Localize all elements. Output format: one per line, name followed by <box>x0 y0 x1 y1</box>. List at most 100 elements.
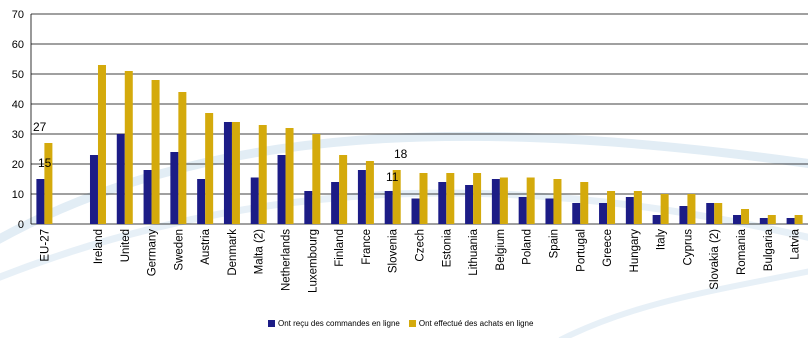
bar-purchases-14 <box>419 173 428 224</box>
x-category-label: Denmark <box>227 229 239 276</box>
bar-orders-12 <box>357 170 366 224</box>
y-tick-label: 70 <box>12 9 24 21</box>
x-category-label: Portugal <box>575 229 587 272</box>
bar-purchases-22 <box>633 191 642 224</box>
bar-orders-0 <box>36 179 45 224</box>
x-category-label: Bulgaria <box>763 228 775 271</box>
x-category-label: Austria <box>200 228 212 264</box>
bar-orders-18 <box>518 197 527 224</box>
chart-legend: Ont reçu des commandes en ligne Ont effe… <box>268 319 542 328</box>
x-category-label: Finland <box>334 229 346 267</box>
legend-label-orders: Ont reçu des commandes en ligne <box>278 319 400 328</box>
x-category-label: Greece <box>602 229 614 267</box>
annotation-eu27-orders: 15 <box>38 156 52 170</box>
x-category-label: Sweden <box>173 229 185 271</box>
y-axis-ticks: 0 10 20 30 40 50 60 70 <box>12 9 24 231</box>
bar-purchases-8 <box>258 125 267 224</box>
bar-orders-3 <box>116 134 125 224</box>
bar-orders-4 <box>143 170 152 224</box>
bar-purchases-18 <box>526 177 535 224</box>
y-tick-label: 30 <box>12 129 24 141</box>
bar-orders-13 <box>384 191 393 224</box>
x-category-label: Belgium <box>495 229 507 271</box>
x-category-label: Estonia <box>441 228 453 267</box>
x-category-label: Poland <box>522 229 534 265</box>
x-category-label: Spain <box>548 229 560 258</box>
bar-orders-26 <box>733 215 742 224</box>
x-category-label: Luxembourg <box>307 229 319 293</box>
bar-orders-6 <box>197 179 206 224</box>
x-axis-labels: EU-27 Ireland United Germany Sweden Austria De… <box>39 228 801 293</box>
bar-purchases-19 <box>553 179 562 224</box>
bar-orders-23 <box>652 215 661 224</box>
bar-purchases-17 <box>499 177 508 224</box>
bar-purchases-16 <box>473 173 482 224</box>
bar-orders-27 <box>759 218 768 224</box>
y-tick-label: 60 <box>12 39 24 51</box>
bar-purchases-6 <box>205 113 214 224</box>
x-category-label: Ireland <box>93 229 105 264</box>
bar-purchases-9 <box>285 128 294 224</box>
bar-orders-2 <box>89 155 98 224</box>
bar-orders-25 <box>706 203 715 224</box>
bar-orders-9 <box>277 155 286 224</box>
bar-orders-24 <box>679 206 688 224</box>
bar-purchases-3 <box>124 71 133 224</box>
legend-item-purchases: Ont effectué des achats en ligne <box>408 319 534 328</box>
bar-orders-28 <box>786 218 795 224</box>
bar-purchases-25 <box>714 203 723 224</box>
x-category-label: Hungary <box>629 229 641 273</box>
y-tick-label: 0 <box>18 219 24 231</box>
bar-orders-8 <box>250 177 259 224</box>
bar-orders-5 <box>170 152 179 224</box>
x-category-label: Romania <box>736 228 748 275</box>
x-category-label: Czech <box>415 229 427 262</box>
bars <box>36 65 803 224</box>
legend-label-purchases: Ont effectué des achats en ligne <box>418 319 534 328</box>
bar-orders-17 <box>491 179 500 224</box>
bar-purchases-2 <box>97 65 106 224</box>
bar-orders-14 <box>411 198 420 224</box>
bar-purchases-7 <box>231 122 240 224</box>
y-tick-label: 40 <box>12 99 24 111</box>
legend-item-orders: Ont reçu des commandes en ligne <box>268 319 400 328</box>
x-category-label: Slovenia <box>388 228 400 273</box>
bar-orders-22 <box>625 197 634 224</box>
bar-orders-16 <box>465 185 474 224</box>
x-category-label: Italy <box>656 229 668 250</box>
legend-swatch-orders <box>268 320 275 327</box>
data-labels: 27 15 18 11 <box>33 120 408 184</box>
bar-purchases-5 <box>178 92 187 224</box>
bar-purchases-4 <box>151 80 160 224</box>
bar-orders-20 <box>572 203 581 224</box>
bar-purchases-10 <box>312 134 321 224</box>
bar-orders-21 <box>599 203 608 224</box>
annotation-slovenia-purchases: 18 <box>394 147 408 161</box>
x-category-label: Slovakia (2) <box>709 229 721 290</box>
bar-orders-10 <box>304 191 313 224</box>
bar-purchases-26 <box>741 209 750 224</box>
bar-purchases-13 <box>392 170 401 224</box>
annotation-eu27-purchases: 27 <box>33 120 47 134</box>
bar-orders-11 <box>331 182 340 224</box>
bar-orders-7 <box>223 122 232 224</box>
bar-purchases-23 <box>660 194 669 224</box>
annotation-slovenia-orders: 11 <box>386 170 399 184</box>
x-category-label: Netherlands <box>281 229 293 291</box>
x-category-label: Germany <box>147 229 159 277</box>
y-tick-label: 10 <box>12 189 24 201</box>
bar-purchases-20 <box>580 182 589 224</box>
y-tick-label: 50 <box>12 69 24 81</box>
bar-purchases-21 <box>607 191 616 224</box>
bar-purchases-11 <box>339 155 348 224</box>
bar-purchases-28 <box>794 215 803 224</box>
x-category-label: France <box>361 229 373 265</box>
x-category-label: EU-27 <box>39 229 51 262</box>
bar-purchases-0 <box>44 143 53 224</box>
bar-orders-15 <box>438 182 447 224</box>
bar-purchases-24 <box>687 194 696 224</box>
x-category-label: Cyprus <box>682 229 694 266</box>
x-category-label: Latvia <box>790 228 802 259</box>
